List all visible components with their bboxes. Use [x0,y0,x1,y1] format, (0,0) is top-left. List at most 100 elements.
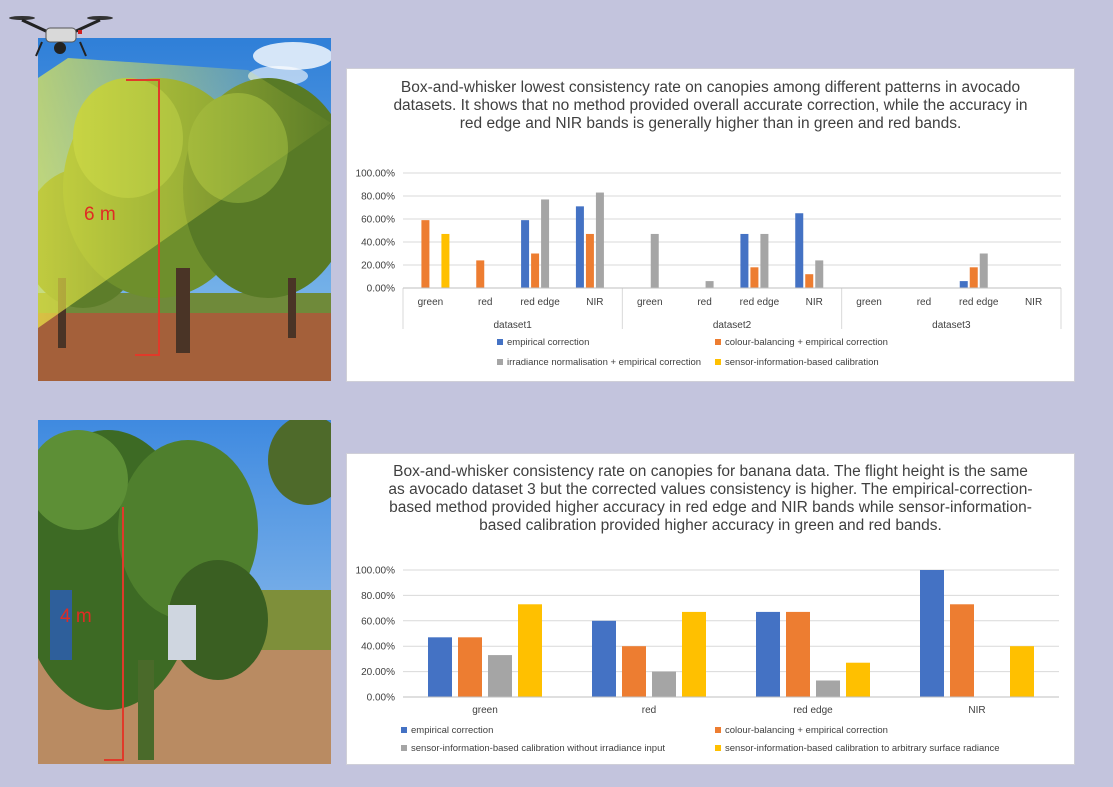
banana-y-tick-label: 80.00% [361,591,395,602]
avocado-legend-label: irradiance normalisation + empirical cor… [507,357,702,368]
avocado-y-tick-label: 20.00% [361,261,395,272]
avocado-bar [421,220,430,288]
avocado-bar [805,274,814,288]
banana-legend-label: colour-balancing + empirical correction [725,725,888,736]
avocado-legend-swatch [715,339,721,345]
avocado-category-label: green [856,297,882,308]
avocado-chart-panel: Box-and-whisker lowest consistency rate … [346,68,1075,382]
banana-bar [920,570,944,697]
avocado-bar [575,206,584,288]
banana-category-label: green [472,705,498,716]
avocado-legend-label: colour-balancing + empirical correction [725,337,888,348]
banana-category-label: red edge [793,705,833,716]
avocado-height-label: 6 m [84,204,116,225]
banana-bar [518,604,542,697]
banana-y-tick-label: 100.00% [356,566,396,577]
avocado-category-label: red edge [959,297,999,308]
avocado-group-label: dataset3 [932,320,971,331]
avocado-category-label: NIR [806,297,823,308]
avocado-bar [705,281,714,288]
avocado-category-label: green [418,297,444,308]
avocado-bar [750,267,759,288]
banana-y-tick-label: 60.00% [361,616,395,627]
banana-legend-swatch [715,745,721,751]
banana-legend-item: sensor-information-based calibration wit… [401,743,665,754]
banana-legend-swatch [715,727,721,733]
avocado-bar [441,233,450,288]
banana-bar [592,620,616,697]
avocado-legend-item: irradiance normalisation + empirical cor… [497,357,701,368]
avocado-category-label: red [697,297,711,308]
avocado-category-label: green [637,297,663,308]
avocado-group-label: dataset1 [493,320,532,331]
avocado-legend-item: sensor-information-based calibration [715,357,879,368]
avocado-chart: 100.00% 80.00% 60.00% 40.00% 20.00% 0.00% gree… [356,169,1062,331]
banana-bar [488,655,512,697]
banana-chart: 100.00% 80.00% 60.00% 40.00% 20.00% 0.00% gree… [356,566,1059,716]
avocado-bar [969,267,978,288]
banana-chart-panel: Box-and-whisker consistency rate on cano… [346,453,1075,765]
banana-legend-label: empirical correction [411,725,494,736]
avocado-category-label: red edge [520,297,560,308]
avocado-bar [595,192,604,288]
banana-height-label: 4 m [60,606,92,627]
avocado-legend-item: empirical correction [497,337,589,348]
avocado-y-tick-label: 80.00% [361,192,395,203]
banana-bar [652,671,676,697]
banana-category-label: red [642,705,656,716]
banana-bar [1010,646,1034,697]
avocado-y-tick-label: 100.00% [356,169,396,180]
avocado-bar [476,260,485,288]
avocado-bar [979,253,988,288]
avocado-bar [760,233,769,288]
avocado-legend-label: empirical correction [507,337,590,348]
avocado-bar [740,233,749,288]
avocado-legend-item: colour-balancing + empirical correction [715,337,888,348]
avocado-bar [650,233,659,288]
avocado-bar [795,213,804,288]
avocado-group-label: dataset2 [713,320,752,331]
banana-bar [816,680,840,697]
banana-bar [950,604,974,697]
banana-plantation-photo: 4 m [38,420,331,764]
avocado-chart-title: Box-and-whisker lowest consistency rate … [393,79,1028,132]
banana-bar [428,637,452,697]
avocado-y-tick-label: 60.00% [361,215,395,226]
banana-bar [756,611,780,697]
banana-legend-item: empirical correction [401,725,493,736]
avocado-bar [585,233,594,288]
avocado-bar [521,220,530,288]
banana-bar [846,662,870,697]
avocado-orchard-photo: 6 m [38,38,331,381]
banana-category-label: NIR [968,705,985,716]
avocado-category-label: NIR [586,297,603,308]
banana-y-tick-label: 40.00% [361,642,395,653]
banana-legend-label: sensor-information-based calibration wit… [411,743,665,754]
avocado-legend-swatch [497,339,503,345]
avocado-bar [541,199,550,288]
banana-legend-swatch [401,745,407,751]
avocado-legend-swatch [715,359,721,365]
avocado-category-label: NIR [1025,297,1042,308]
banana-bar [458,637,482,697]
avocado-legend-label: sensor-information-based calibration [725,357,879,368]
banana-legend-swatch [401,727,407,733]
banana-bar [622,646,646,697]
banana-legend-item: sensor-information-based calibration to … [715,743,1000,754]
avocado-bar [531,253,540,288]
banana-y-tick-label: 0.00% [367,693,395,704]
avocado-photo-illustration [38,38,331,381]
avocado-bar [815,260,824,288]
banana-photo-illustration [38,420,331,764]
avocado-category-label: red [917,297,931,308]
avocado-bar [959,281,968,288]
banana-bar [786,611,810,697]
banana-chart-title: Box-and-whisker consistency rate on cano… [388,463,1033,534]
banana-y-tick-label: 20.00% [361,667,395,678]
drone-icon [9,16,113,57]
banana-bar [682,611,706,697]
banana-legend-item: colour-balancing + empirical correction [715,725,888,736]
avocado-y-tick-label: 0.00% [367,284,395,295]
avocado-legend-swatch [497,359,503,365]
avocado-category-label: red edge [740,297,780,308]
